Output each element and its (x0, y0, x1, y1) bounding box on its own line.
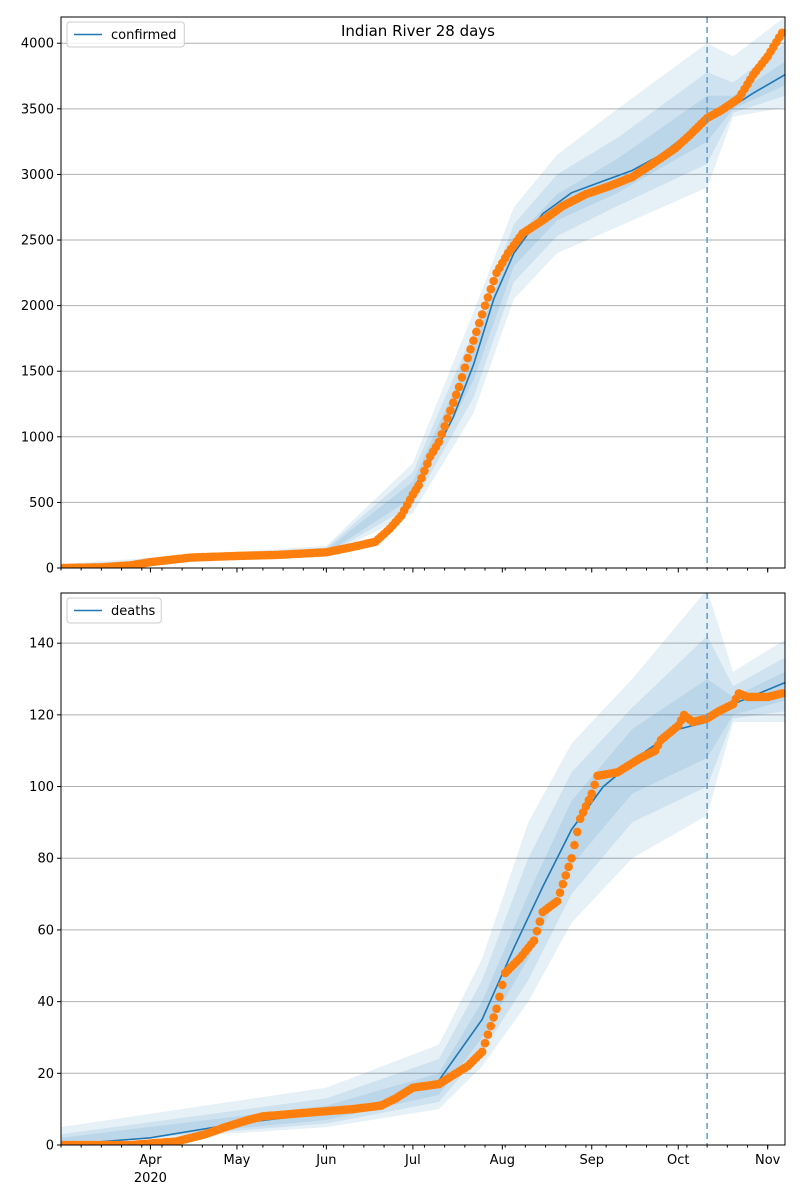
uncertainty-band-outer (61, 593, 785, 1145)
observed-point (495, 992, 504, 1002)
observed-point (477, 1047, 487, 1057)
observed-point (564, 862, 573, 872)
uncertainty-band-inner (61, 671, 785, 1145)
y-tick-label: 140 (29, 637, 54, 652)
y-tick-label: 2500 (21, 234, 54, 249)
x-tick-label: Oct (667, 1153, 689, 1168)
observed-point (777, 28, 785, 38)
legend-box (66, 21, 185, 48)
observed-point (532, 926, 542, 936)
observed-point (463, 353, 473, 363)
observed-point (448, 398, 458, 408)
observed-point (466, 345, 475, 354)
legend-label: deaths (111, 604, 156, 619)
observed-point (498, 980, 507, 990)
observed-point (552, 896, 562, 906)
legend: confirmed (66, 21, 185, 48)
x-tick-label: Nov (755, 1153, 781, 1168)
observed-point (474, 318, 484, 328)
y-tick-label: 3000 (21, 168, 54, 183)
observed-point (480, 301, 490, 310)
observed-point (477, 310, 487, 319)
observed-point (570, 840, 579, 850)
observed-point (558, 879, 568, 889)
axes-frame (60, 592, 786, 1146)
observed-point (434, 437, 444, 447)
observed-point (590, 780, 599, 790)
x-tick-label: Jul (404, 1153, 421, 1168)
y-tick-label: 60 (37, 923, 54, 938)
x-tick-label: May (224, 1153, 251, 1168)
legend-label: confirmed (111, 28, 177, 43)
y-tick-label: 100 (29, 780, 54, 795)
observed-point (457, 373, 467, 382)
uncertainty-band-middle (61, 636, 785, 1145)
observed-point (489, 1013, 498, 1022)
chart-title: Indian River 28 days (341, 22, 495, 40)
observed-point (483, 293, 493, 302)
observed-point (573, 827, 582, 837)
observed-point (437, 429, 447, 439)
y-tick-label: 2000 (21, 299, 54, 314)
y-tick-label: 4000 (21, 37, 54, 52)
chart-panel-2: 0 20 40 60 80 100 120 140 Apr 2020 May Jun Jul Aug Sep… (29, 592, 786, 1186)
observed-point (483, 1030, 493, 1039)
observed-point (420, 466, 429, 476)
observed-point (446, 406, 455, 415)
x-tick-label: Apr (139, 1153, 162, 1168)
observed-point (443, 414, 452, 423)
observed-point (451, 390, 461, 400)
observed-point (440, 422, 449, 431)
y-tick-label: 80 (37, 852, 54, 867)
observed-point (486, 1021, 496, 1031)
observed-point (417, 473, 426, 483)
observed-point (492, 1004, 501, 1014)
x-tick-label: Sep (579, 1153, 604, 1168)
uncertainty-band-middle (61, 43, 785, 568)
axes-frame (60, 16, 786, 569)
observed-point (555, 888, 565, 897)
plot-area (61, 593, 785, 1145)
x-tick-year-label: 2020 (134, 1171, 167, 1186)
observed-point (567, 853, 576, 863)
observed-point (414, 481, 423, 490)
uncertainty-band-outer (61, 17, 785, 568)
y-tick-label: 1500 (21, 365, 54, 380)
observed-point (587, 789, 597, 799)
observed-point (469, 336, 478, 345)
x-tick-label: Jun (315, 1153, 336, 1168)
plot-area (61, 17, 785, 568)
observed-point (472, 327, 481, 337)
legend-box (66, 597, 162, 624)
y-tick-label: 40 (37, 995, 54, 1010)
observed-point (561, 871, 571, 880)
y-tick-label: 1000 (21, 430, 54, 445)
y-tick-label: 3500 (21, 102, 54, 117)
y-tick-label: 0 (46, 1139, 54, 1154)
y-tick-label: 500 (29, 496, 54, 511)
observed-point (777, 689, 785, 698)
legend: deaths (66, 597, 162, 624)
observed-point (489, 276, 498, 286)
observed-point (460, 363, 470, 373)
observed-point (486, 284, 496, 294)
observed-point (454, 382, 464, 392)
observed-point (423, 459, 432, 469)
y-tick-label: 120 (29, 708, 54, 723)
y-tick-label: 0 (46, 562, 54, 577)
chart-panel-1: 0 500 1000 1500 2000 2500 3000 3500 4000 Indian R… (21, 16, 786, 577)
observed-point (535, 917, 545, 926)
x-tick-label: Aug (490, 1153, 515, 1168)
observed-point (529, 936, 539, 945)
observed-point (480, 1038, 490, 1048)
y-tick-label: 20 (37, 1067, 54, 1082)
